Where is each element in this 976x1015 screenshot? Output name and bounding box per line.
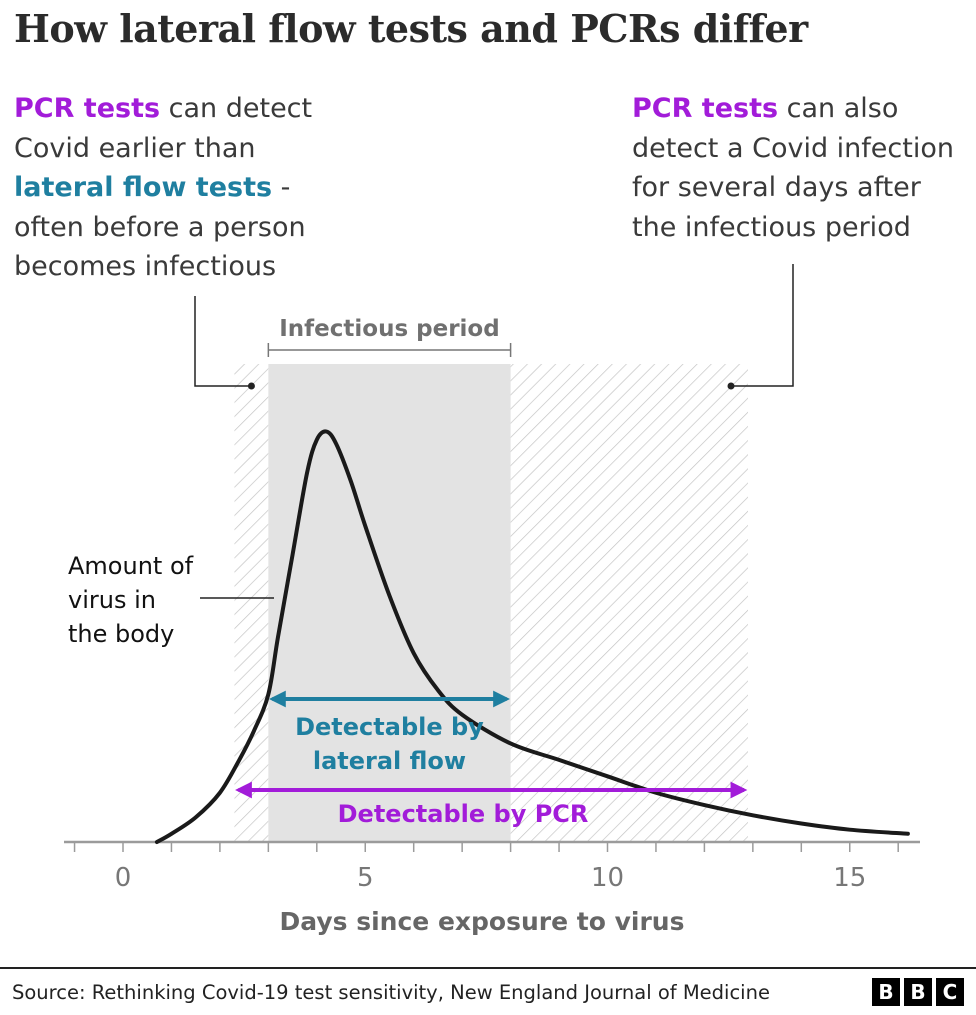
annotation-right-text: can also detect a Covid infection for se… (632, 93, 954, 243)
leader-line-left (194, 296, 252, 387)
curve-label: Amount of virus in the body (68, 552, 274, 648)
x-axis: 0 5 10 15 Days since exposure to virus (64, 840, 920, 936)
infectious-period-label: Infectious period (279, 316, 499, 342)
x-axis-minor-ticks (73, 842, 899, 852)
pcr-range-label: Detectable by PCR (338, 800, 589, 828)
bbc-logo-letter: B (904, 978, 932, 1006)
x-tick-label: 15 (833, 863, 866, 893)
curve-label-line: the body (68, 620, 174, 648)
pcr-tests-label-right: PCR tests (632, 93, 779, 124)
curve-label-text: Amount of virus in the body (68, 552, 194, 648)
lateral-flow-range-label: Detectable by (295, 713, 484, 741)
annotation-leaders (194, 264, 794, 390)
hatched-region (510, 364, 749, 842)
detection-ranges: Detectable by lateral flow Detectable by P… (235, 690, 748, 828)
lateral-flow-tests-label: lateral flow tests (14, 172, 273, 203)
annotation-left: PCR tests can detect Covid earlier than … (14, 89, 354, 287)
bbc-logo-letter: B (872, 978, 900, 1006)
leader-dot-right (727, 382, 735, 390)
annotation-left-text-1: can detect Covid earlier than (14, 93, 313, 164)
leader-dot-left (247, 382, 255, 390)
curve-label-line: virus in (68, 586, 156, 614)
hatched-region (234, 364, 269, 842)
lateral-flow-range-label: lateral flow (313, 747, 466, 775)
leader-line-right (731, 264, 794, 387)
bbc-logo-letter: C (936, 978, 964, 1006)
chart-title: How lateral flow tests and PCRs differ (14, 6, 808, 51)
source-divider (0, 967, 976, 969)
chart-svg: Infectious period 0 5 10 15 Days since expo… (64, 264, 920, 936)
pcr-tests-label: PCR tests (14, 93, 161, 124)
infectious-period-region (268, 364, 511, 842)
annotation-left-text-2: - often before a person becomes infectio… (14, 172, 306, 282)
annotation-right: PCR tests can also detect a Covid infect… (632, 89, 972, 247)
bbc-logo: B B C (872, 978, 964, 1006)
x-tick-label: 10 (591, 863, 624, 893)
x-tick-label: 5 (357, 863, 374, 893)
source-text: Source: Rethinking Covid-19 test sensiti… (12, 981, 770, 1004)
infectious-period-bracket: Infectious period (267, 316, 512, 357)
x-axis-tick-labels: 0 5 10 15 (115, 863, 867, 893)
shaded-regions (234, 364, 749, 842)
curve-label-line: Amount of (68, 552, 194, 580)
x-axis-label: Days since exposure to virus (280, 907, 685, 936)
x-tick-label: 0 (115, 863, 132, 893)
